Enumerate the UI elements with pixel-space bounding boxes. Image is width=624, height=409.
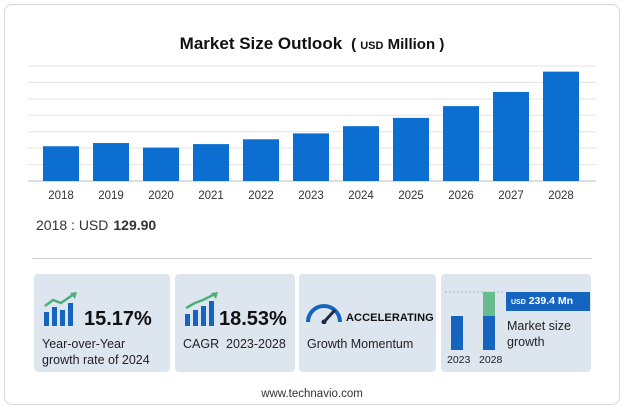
momentum-card: ACCELERATING Growth Momentum [299,274,436,372]
x-tick-label: 2021 [198,190,224,202]
yoy-value: 15.17% [84,308,152,330]
footer-url: www.technavio.com [261,388,363,400]
title-text: Market Size Outlook [179,34,343,53]
x-tick-label: 2026 [448,190,474,202]
divider [32,258,592,259]
yoy-label-1: Year-over-Year [42,337,126,351]
mini-year-a: 2023 [447,354,471,366]
cagr-card: 18.53% CAGR 2023-2028 [175,274,295,372]
bar-2025 [393,117,429,181]
mini-year-b: 2028 [479,354,503,366]
bar-2021 [193,144,229,181]
bar-2019 [93,143,129,181]
bar-chart: 2018 2019 2020 2021 2022 2023 2024 2025 2026 2027… [28,65,596,202]
x-tick-label: 2024 [348,190,374,202]
bar-2018 [43,146,79,181]
growth-badge: USD 239.4 Mn [506,292,590,311]
momentum-label: Growth Momentum [307,337,414,351]
cagr-label: CAGR 2023-2028 [183,337,286,351]
speedometer-icon [306,304,342,324]
cagr-value: 18.53% [219,308,287,330]
size-label-2: growth [507,335,545,349]
badge-unit: USD [511,299,526,306]
base-year-value: 2018 : USD 129.90 [36,217,156,233]
bar-2024 [343,126,379,181]
growth-bars-icon [44,292,77,326]
bar-2028 [543,71,579,181]
x-tick-label: 2028 [548,190,574,202]
x-tick-label: 2023 [298,190,324,202]
x-tick-label: 2019 [98,190,124,202]
bar-2023 [293,133,329,181]
base-label: 2018 : USD [36,217,109,233]
unit-word: Million [387,36,436,53]
bar-2020 [143,147,179,181]
x-tick-label: 2020 [148,190,174,202]
bar-2022 [243,139,279,181]
badge-value: 239.4 Mn [528,295,574,307]
chart-title: Market Size Outlook ( USD Million ) [0,34,624,54]
mini-bar-2023 [451,316,463,350]
x-tick-label: 2022 [248,190,274,202]
base-value: 129.90 [113,217,157,233]
mini-bar-growth [483,292,495,316]
bar-2027 [493,91,529,181]
x-tick-label: 2025 [398,190,424,202]
bar-2026 [443,106,479,181]
yoy-card: 15.17% Year-over-Year growth rate of 202… [34,274,170,372]
size-label-1: Market size [507,319,571,333]
unit-code: USD [360,40,384,52]
momentum-value: ACCELERATING [346,312,434,324]
growth-bars-icon [185,292,218,326]
market-size-card: 2023 2028 Market size growth [441,274,591,372]
mini-bar-chart [445,291,505,350]
mini-bar-2028 [483,316,495,350]
yoy-label-2: growth rate of 2024 [42,353,150,367]
x-tick-label: 2018 [48,190,74,202]
title-unit: ( USD Million ) [351,36,445,53]
x-tick-label: 2027 [498,190,524,202]
